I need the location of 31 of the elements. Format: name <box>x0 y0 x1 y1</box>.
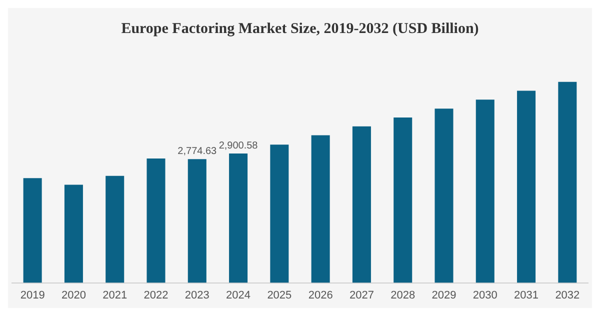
x-tick-label: 2024 <box>226 289 251 302</box>
x-tick-label: 2030 <box>472 289 498 302</box>
data-label: 2,900.58 <box>218 140 258 152</box>
bar <box>394 117 412 283</box>
x-tick-label: 2028 <box>390 289 416 302</box>
data-label: 2,774.63 <box>178 146 218 157</box>
x-tick-label: 2025 <box>267 289 292 302</box>
x-tick-label: 2032 <box>555 289 580 302</box>
bar <box>434 108 454 283</box>
bar <box>352 126 371 283</box>
bar <box>476 100 494 283</box>
x-tick-label: 2029 <box>432 289 456 302</box>
x-tick-label: 2021 <box>102 289 128 302</box>
x-tick-label: 2027 <box>349 289 374 302</box>
bar <box>23 178 42 283</box>
bar <box>146 158 166 283</box>
x-tick-label: 2022 <box>144 289 168 302</box>
bar <box>229 154 248 283</box>
bar <box>270 144 289 283</box>
chart-title: Europe Factoring Market Size, 2019-2032 (USD Billion) <box>121 20 479 37</box>
bar <box>64 184 83 283</box>
bar <box>188 159 206 283</box>
bar <box>106 176 124 283</box>
bar <box>558 82 577 283</box>
x-tick-label: 2023 <box>184 289 210 302</box>
x-tick-label: 2031 <box>514 289 539 302</box>
x-tick-label: 2020 <box>61 289 86 302</box>
bar <box>517 90 536 283</box>
x-tick-label: 2026 <box>308 289 333 302</box>
x-tick-label: 2019 <box>20 289 45 302</box>
bar <box>311 135 330 283</box>
